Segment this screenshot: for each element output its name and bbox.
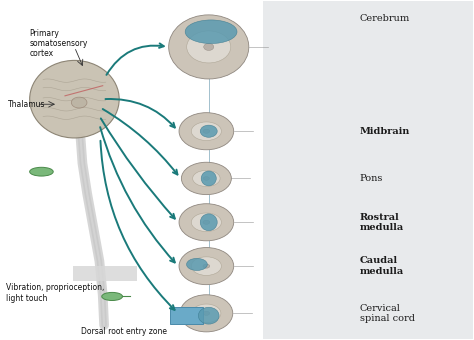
Text: Cervical
spinal cord: Cervical spinal cord — [359, 304, 415, 323]
Ellipse shape — [203, 264, 210, 268]
Ellipse shape — [187, 31, 231, 63]
Ellipse shape — [179, 113, 234, 150]
Ellipse shape — [204, 44, 214, 50]
FancyBboxPatch shape — [263, 1, 473, 339]
Ellipse shape — [198, 307, 219, 324]
Text: Primary
somatosensory
cortex: Primary somatosensory cortex — [30, 29, 88, 58]
Text: Dorsal root entry zone: Dorsal root entry zone — [81, 327, 167, 336]
Ellipse shape — [191, 122, 221, 140]
Ellipse shape — [30, 167, 53, 176]
Ellipse shape — [185, 20, 237, 44]
Ellipse shape — [201, 171, 216, 186]
Text: Cerebrum: Cerebrum — [359, 14, 410, 23]
Ellipse shape — [203, 311, 210, 316]
FancyBboxPatch shape — [170, 307, 203, 324]
Ellipse shape — [191, 213, 221, 232]
Ellipse shape — [187, 258, 207, 271]
Ellipse shape — [192, 170, 220, 187]
Ellipse shape — [180, 295, 233, 332]
Ellipse shape — [30, 61, 119, 138]
Ellipse shape — [179, 248, 234, 285]
Ellipse shape — [203, 220, 210, 224]
FancyBboxPatch shape — [73, 266, 137, 280]
Ellipse shape — [192, 304, 221, 323]
Text: Midbrain: Midbrain — [359, 127, 410, 136]
Ellipse shape — [182, 162, 231, 194]
Ellipse shape — [71, 97, 87, 108]
Text: Rostral
medulla: Rostral medulla — [359, 212, 404, 232]
Ellipse shape — [169, 15, 249, 79]
Ellipse shape — [203, 129, 210, 133]
Ellipse shape — [203, 177, 210, 180]
Ellipse shape — [102, 292, 122, 301]
Text: Vibration, proprioception,
light touch: Vibration, proprioception, light touch — [6, 283, 104, 303]
Text: Pons: Pons — [359, 174, 383, 183]
Text: Caudal
medulla: Caudal medulla — [359, 256, 404, 276]
Text: Thalamus: Thalamus — [9, 100, 46, 109]
Ellipse shape — [200, 125, 217, 137]
Ellipse shape — [179, 204, 234, 241]
Ellipse shape — [191, 257, 221, 275]
Ellipse shape — [200, 214, 217, 231]
